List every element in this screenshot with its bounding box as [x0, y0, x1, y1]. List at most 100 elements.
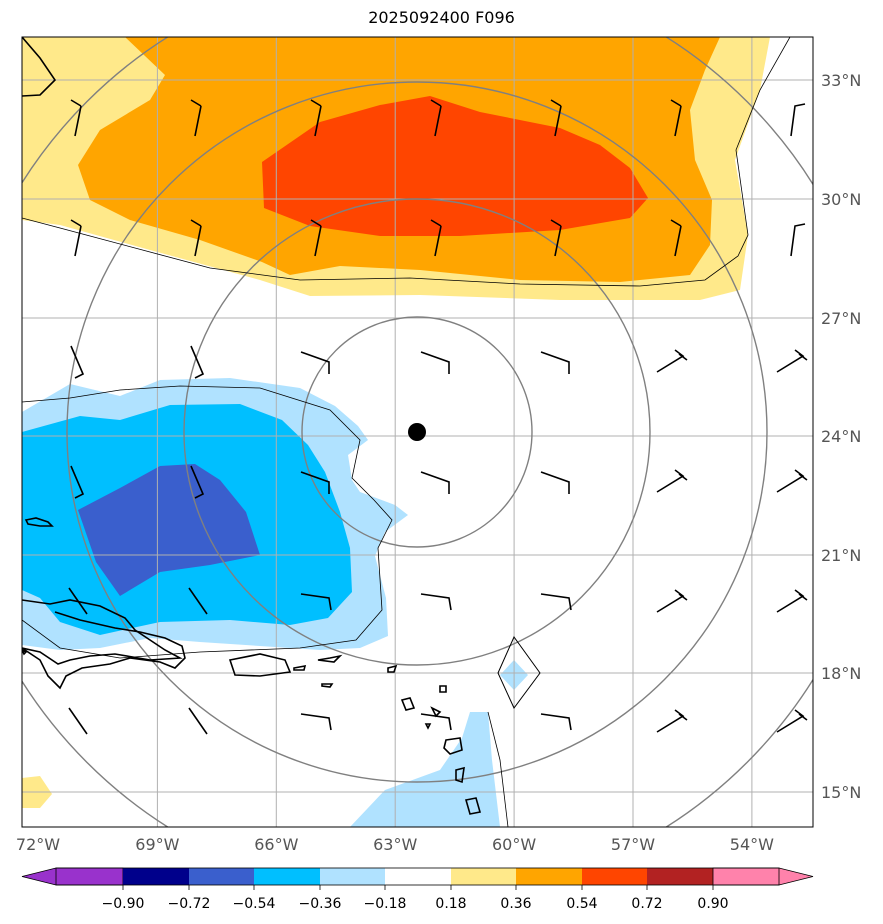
- coast-island-f: [439, 685, 447, 693]
- wind-barb: [776, 589, 808, 613]
- coast-island-c: [321, 683, 334, 688]
- wind-barb: [310, 219, 322, 257]
- wind-barbs: [68, 99, 808, 735]
- negative-anomaly-darkblue: [78, 464, 260, 596]
- coast-island-h: [424, 723, 432, 730]
- coast-hispaniola: [22, 611, 186, 690]
- wind-barb: [656, 349, 688, 373]
- wind-barb: [70, 99, 82, 137]
- wind-barb: [430, 219, 442, 257]
- wind-barb: [190, 465, 205, 499]
- wind-barb: [656, 589, 688, 613]
- wind-barb: [656, 709, 688, 733]
- coast-island-i: [443, 737, 463, 755]
- wind-barb: [188, 587, 208, 615]
- colorbar-segment-3: [254, 868, 320, 885]
- wind-barb: [70, 219, 82, 257]
- wind-barb: [776, 709, 808, 733]
- coast-island-d: [387, 664, 398, 673]
- negative-anomaly-south: [350, 712, 500, 827]
- coast-island-a: [293, 664, 307, 671]
- positive-anomaly-red: [262, 96, 648, 236]
- range-rings: [22, 37, 813, 827]
- lat-label-30n: 30°N: [821, 190, 861, 209]
- wind-barb: [420, 471, 450, 494]
- colorbar-label-8: 0.54: [566, 896, 597, 912]
- coast-bahamas: [22, 37, 57, 97]
- colorbar-label-4: −0.36: [299, 896, 342, 912]
- lat-label-21n: 21°N: [821, 546, 861, 565]
- wind-barb: [540, 471, 570, 494]
- lon-label-72w: 72°W: [16, 835, 60, 854]
- wind-barb: [670, 219, 682, 257]
- colorbar-segment-6: [451, 868, 516, 885]
- lon-label-66w: 66°W: [254, 835, 298, 854]
- colorbar-label-3: −0.54: [233, 896, 276, 912]
- wind-barb: [540, 713, 572, 731]
- coast-island-k: [464, 797, 482, 815]
- lon-label-60w: 60°W: [492, 835, 536, 854]
- range-ring-1: [301, 316, 533, 548]
- colorbar-label-10: 0.90: [697, 896, 728, 912]
- colorbar-segment-2: [189, 868, 254, 885]
- colorbar-segment-8: [582, 868, 647, 885]
- colorbar-label-2: −0.72: [168, 896, 211, 912]
- lon-label-69w: 69°W: [135, 835, 179, 854]
- colorbar-segment-9: [647, 868, 713, 885]
- wind-barb: [540, 593, 572, 611]
- wind-barb: [188, 707, 208, 735]
- colorbar-label-1: −0.90: [102, 896, 145, 912]
- wind-barb: [420, 593, 452, 611]
- coastlines: [22, 37, 541, 815]
- map-frame: [21, 36, 814, 828]
- wind-barb: [190, 345, 205, 379]
- coast-island-m: [22, 649, 28, 656]
- wind-barb: [190, 99, 202, 137]
- colorbar-extend-low: [21, 867, 124, 886]
- colorbar-segment-1: [123, 868, 189, 885]
- wind-barb: [190, 219, 202, 257]
- longitude-labels: 72°W 69°W 66°W 63°W 60°W 57°W 54°W: [16, 835, 774, 854]
- coast-puerto-rico: [228, 653, 292, 677]
- wind-barb: [420, 351, 450, 374]
- lat-label-15n: 15°N: [821, 783, 861, 802]
- wind-barb: [540, 351, 570, 374]
- coast-cuba: [22, 599, 183, 665]
- map-title: 2025092400 F096: [368, 8, 515, 27]
- colorbar-label-9: 0.72: [631, 896, 662, 912]
- wind-barb: [70, 465, 85, 499]
- colorbar-label-5: −0.18: [364, 896, 407, 912]
- range-ring-3: [66, 81, 768, 783]
- lon-label-63w: 63°W: [373, 835, 417, 854]
- lat-label-24n: 24°N: [821, 427, 861, 446]
- wind-barb: [300, 351, 330, 374]
- wind-barb: [790, 103, 806, 137]
- coast-island-b: [317, 654, 343, 663]
- wind-barb: [776, 469, 808, 493]
- wind-barb: [550, 219, 562, 257]
- colorbar-extend-high: [712, 867, 814, 886]
- storm-center-marker: [408, 423, 426, 441]
- colorbar-label-6: 0.18: [435, 896, 466, 912]
- lat-label-33n: 33°N: [821, 71, 861, 90]
- colorbar-segment-4: [320, 868, 385, 885]
- coast-island-g: [430, 706, 442, 718]
- wind-barb: [420, 713, 452, 731]
- wind-barb: [300, 471, 330, 494]
- wind-barb: [300, 593, 332, 611]
- wind-barb: [670, 99, 682, 137]
- wind-barb: [310, 99, 322, 137]
- colorbar: −0.90 −0.72 −0.54 −0.36 −0.18 0.18 0.36 …: [21, 867, 814, 912]
- wind-barb: [430, 99, 442, 137]
- coast-island-e: [400, 697, 416, 711]
- wind-barb: [656, 469, 688, 493]
- contour-lines: [22, 37, 791, 827]
- colorbar-segment-5: [385, 868, 451, 885]
- lat-label-27n: 27°N: [821, 309, 861, 328]
- wind-barb: [68, 587, 88, 615]
- coast-island-j: [455, 766, 465, 784]
- coast-island-l: [24, 517, 54, 527]
- lon-label-57w: 57°W: [611, 835, 655, 854]
- coast-barbados-box: [497, 636, 541, 709]
